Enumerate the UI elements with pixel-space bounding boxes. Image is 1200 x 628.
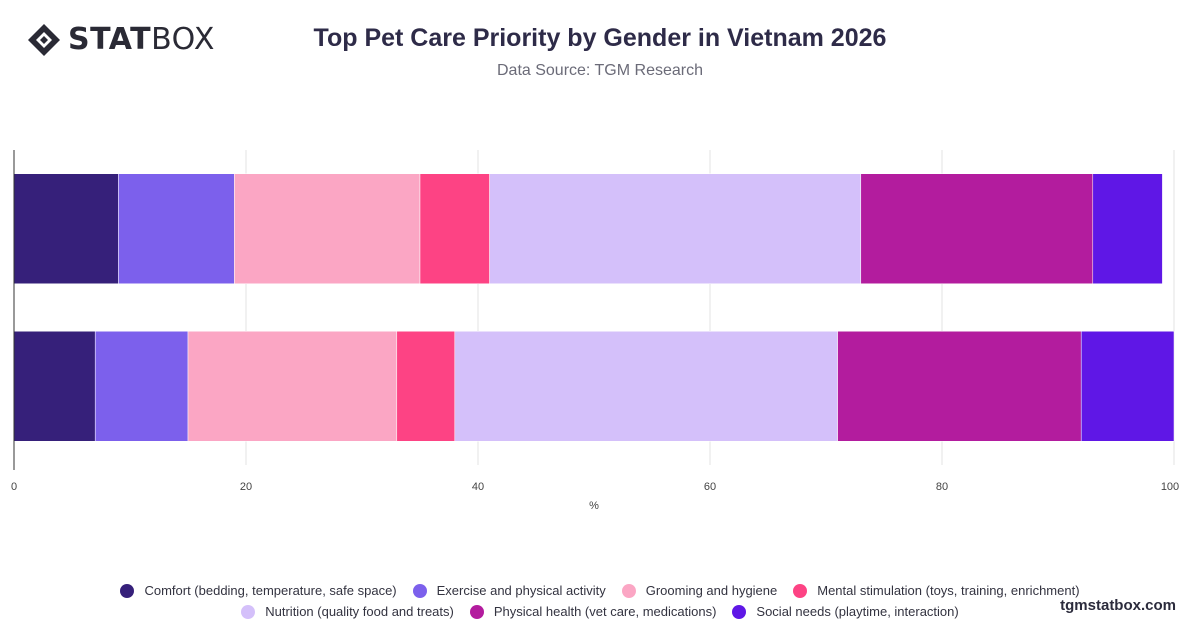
diamond-logo-icon (28, 24, 60, 56)
x-tick-label: 0 (11, 481, 17, 493)
legend-item[interactable]: Exercise and physical activity (412, 583, 606, 598)
legend-label: Grooming and hygiene (645, 583, 778, 598)
x-tick-label: 100 (1161, 481, 1179, 493)
logo-text: STATBOX (68, 22, 215, 58)
bar-segment (419, 173, 490, 284)
legend-label: Mental stimulation (toys, training, enri… (817, 583, 1080, 598)
bar-segment (1092, 173, 1163, 284)
bar-segment (118, 173, 235, 284)
bar-segment (860, 173, 1094, 284)
x-tick-label: 80 (936, 481, 948, 493)
bar-segment (837, 331, 1082, 442)
x-tick-label: 20 (240, 481, 252, 493)
chart-subtitle: Data Source: TGM Research (496, 62, 703, 79)
bar-segment (94, 331, 189, 442)
x-tick-label: 40 (472, 481, 484, 493)
legend-marker (621, 583, 636, 598)
logo-text-bold: STAT (68, 22, 152, 57)
x-axis-label: % (589, 500, 599, 512)
bar-segment (489, 173, 862, 284)
legend-item[interactable]: Nutrition (quality food and treats) (241, 604, 454, 619)
legend-item[interactable]: Mental stimulation (toys, training, enri… (793, 583, 1080, 598)
legend-label: Comfort (bedding, temperature, safe spac… (144, 583, 397, 598)
legend-marker (120, 583, 135, 598)
legend-marker (793, 583, 808, 598)
legend-label: Social needs (playtime, interaction) (756, 604, 959, 619)
bar-segment (396, 331, 456, 442)
bar-segment (454, 331, 838, 442)
statbox-logo: STATBOX (26, 22, 215, 58)
legend-item[interactable]: Social needs (playtime, interaction) (732, 604, 959, 619)
chart-title: Top Pet Care Priority by Gender in Vietn… (313, 24, 887, 52)
bar-segment (187, 331, 398, 442)
chart-legend: Comfort (bedding, temperature, safe spac… (0, 580, 1200, 622)
legend-label: Nutrition (quality food and treats) (265, 604, 454, 619)
legend-label: Exercise and physical activity (436, 583, 606, 598)
legend-marker (241, 604, 256, 619)
bar-segment (13, 173, 119, 284)
x-tick-label: 60 (704, 481, 716, 493)
legend-item[interactable]: Grooming and hygiene (621, 583, 778, 598)
watermark: tgmstatbox.com (1060, 597, 1176, 614)
bar-segment (234, 173, 421, 284)
bar-segment (1080, 331, 1175, 442)
bar-segment (13, 331, 96, 442)
legend-row: Nutrition (quality food and treats) Physi… (0, 601, 1200, 622)
legend-label: Physical health (vet care, medications) (493, 604, 717, 619)
legend-marker (732, 604, 747, 619)
legend-item[interactable]: Comfort (bedding, temperature, safe spac… (120, 583, 397, 598)
legend-item[interactable]: Physical health (vet care, medications) (469, 604, 717, 619)
legend-marker (412, 583, 427, 598)
legend-row: Comfort (bedding, temperature, safe spac… (0, 580, 1200, 601)
stacked-bar-chart: 0 20 40 60 80 100% (11, 150, 1179, 512)
legend-marker (469, 604, 484, 619)
logo-text-light: BOX (151, 22, 215, 57)
